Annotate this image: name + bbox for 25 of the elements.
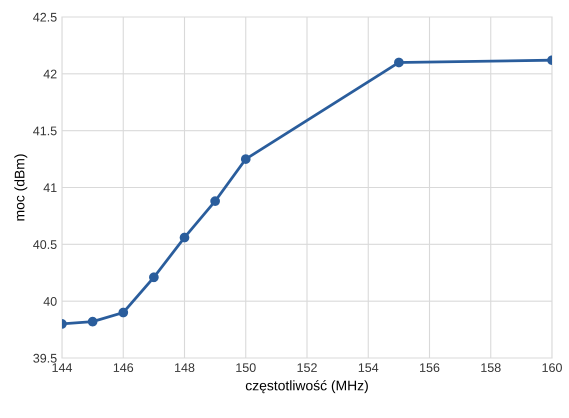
y-tick-label: 40.5 [33, 240, 57, 249]
x-tick-label: 156 [420, 363, 440, 372]
point [88, 316, 98, 326]
y-tick-label: 41.5 [33, 126, 57, 136]
x-tick-label: 154 [358, 363, 378, 372]
point [149, 272, 159, 282]
point [240, 154, 251, 164]
x-axis-title: częstotliwość (MHz) [246, 380, 368, 394]
x-tick-label: 158 [481, 363, 501, 372]
point [118, 308, 128, 318]
x-tick-label: 144 [52, 363, 72, 372]
point [394, 58, 404, 68]
y-tick-label: 42.5 [33, 12, 57, 22]
x-tick-label: 160 [542, 363, 562, 372]
x-tick-label: 152 [298, 363, 317, 372]
x-tick-label: 146 [114, 363, 134, 372]
y-tick-label: 40 [44, 296, 57, 306]
point [210, 196, 220, 206]
x-tick-label: 150 [236, 363, 256, 372]
y-tick-label: 41 [44, 183, 57, 192]
y-axis-title: moc (dBm) [14, 154, 28, 221]
y-tick-label: 42 [44, 70, 57, 78]
point [180, 232, 190, 242]
y-tick-label: 39.5 [33, 354, 57, 363]
x-tick-label: 148 [175, 363, 194, 372]
